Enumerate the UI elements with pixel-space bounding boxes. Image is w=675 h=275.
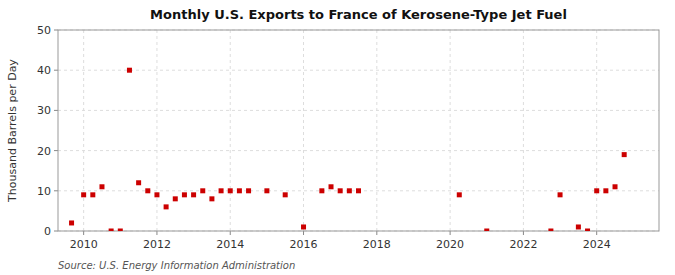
point [329, 184, 334, 189]
plot-frame [58, 30, 659, 231]
y-tick [54, 110, 58, 111]
x-grid-line [230, 30, 231, 231]
point [200, 188, 205, 193]
point [585, 229, 590, 232]
point [548, 229, 553, 232]
x-tick [156, 231, 157, 235]
y-grid-line [58, 150, 659, 151]
x-tick-label: 2022 [509, 238, 537, 251]
point [219, 188, 224, 193]
x-tick [596, 231, 597, 235]
x-tick-label: 2012 [143, 238, 171, 251]
x-grid-line [156, 30, 157, 231]
x-grid-line [596, 30, 597, 231]
y-tick-label: 10 [37, 185, 51, 198]
point [576, 224, 581, 229]
point [90, 192, 95, 197]
y-tick-label: 20 [37, 145, 51, 158]
point [164, 204, 169, 209]
point [118, 229, 123, 232]
point [457, 192, 462, 197]
point [301, 224, 306, 229]
point [237, 188, 242, 193]
title: Monthly U.S. Exports to France of Kerose… [150, 7, 567, 22]
point [484, 229, 489, 232]
point [182, 192, 187, 197]
point [145, 188, 150, 193]
point [264, 188, 269, 193]
y-tick-label: 40 [37, 64, 51, 77]
point [109, 229, 114, 232]
point [603, 188, 608, 193]
y-tick-label: 0 [44, 225, 51, 238]
x-tick [450, 231, 451, 235]
point [594, 188, 599, 193]
x-grid-line [376, 30, 377, 231]
x-tick-label: 2014 [216, 238, 244, 251]
point [356, 188, 361, 193]
point [81, 192, 86, 197]
point [99, 184, 104, 189]
y-tick [54, 30, 58, 31]
x-tick-label: 2016 [290, 238, 318, 251]
x-grid-line [303, 30, 304, 231]
y-tick-label: 30 [37, 104, 51, 117]
y-tick [54, 231, 58, 232]
y-tick [54, 70, 58, 71]
point [154, 192, 159, 197]
x-tick [523, 231, 524, 235]
point [173, 196, 178, 201]
source-note: Source: U.S. Energy Information Administ… [58, 260, 295, 271]
x-tick [230, 231, 231, 235]
point [283, 192, 288, 197]
point [613, 184, 618, 189]
grid [54, 30, 659, 235]
chart: 0 10 20 30 40 50 2010 2012 2014 2016 2018 2020 2022 2… [0, 0, 675, 275]
x-grid-line [83, 30, 84, 231]
y-tick-label: 50 [37, 24, 51, 37]
x-grid-line [523, 30, 524, 231]
point [338, 188, 343, 193]
y-tick [54, 190, 58, 191]
y-axis-label: Thousand Barrels per Day [6, 59, 19, 203]
points [69, 68, 627, 231]
point [209, 196, 214, 201]
point [127, 68, 132, 73]
point [69, 220, 74, 225]
y-grid-line [58, 70, 659, 71]
point [228, 188, 233, 193]
x-tick-label: 2024 [583, 238, 611, 251]
point [191, 192, 196, 197]
point [347, 188, 352, 193]
x-tick [83, 231, 84, 235]
x-tick-label: 2020 [436, 238, 464, 251]
y-grid-line [58, 110, 659, 111]
x-tick [303, 231, 304, 235]
x-grid-line [450, 30, 451, 231]
y-tick [54, 150, 58, 151]
point [136, 180, 141, 185]
x-tick-label: 2018 [363, 238, 391, 251]
point [558, 192, 563, 197]
x-tick [376, 231, 377, 235]
x-tick-label: 2010 [70, 238, 98, 251]
point [622, 152, 627, 157]
point [246, 188, 251, 193]
point [319, 188, 324, 193]
